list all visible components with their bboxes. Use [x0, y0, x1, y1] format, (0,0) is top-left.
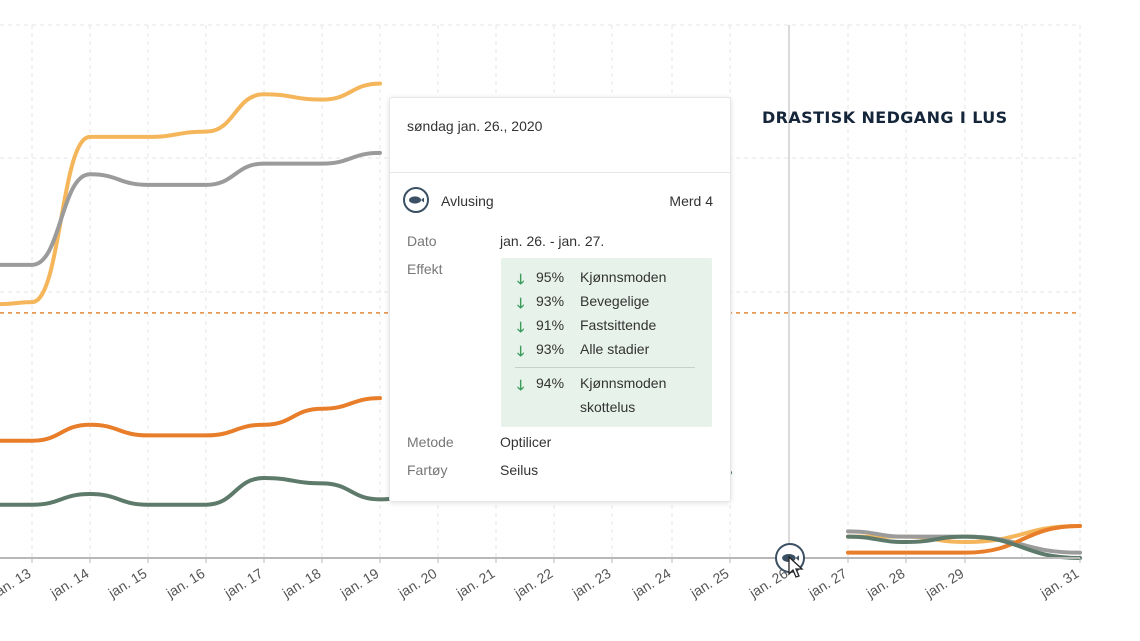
x-tick-label: jan. 13 — [0, 565, 34, 601]
fartoy-value: Seilus — [500, 462, 539, 478]
x-tick-label: jan. 23 — [569, 565, 614, 601]
effect-stage: Bevegelige — [580, 293, 650, 309]
effect-percent: 91% — [536, 317, 565, 333]
arrow-down-icon: 🡓 — [517, 295, 525, 311]
series-line — [846, 534, 1082, 560]
effect-stage-continued: skottelus — [580, 399, 636, 415]
delousing-icon — [403, 187, 429, 213]
x-tick-label: jan. 31 — [1037, 565, 1082, 601]
mouse-cursor-icon — [788, 556, 804, 578]
x-tick-labels: jan. 13 jan. 14 jan. 15 jan. 16 jan. 17 jan. … — [0, 565, 1082, 601]
fartoy-label: Fartøy — [407, 462, 448, 478]
event-name: Avlusing — [441, 193, 494, 209]
x-tick-label: jan. 22 — [511, 565, 556, 601]
effect-stage: Fastsittende — [580, 317, 657, 333]
x-tick-label: jan. 27 — [805, 565, 850, 601]
effect-box: 🡓 95% Kjønnsmoden 🡓 93% Bevegelige 🡓 91%… — [501, 258, 712, 427]
x-tick-label: jan. 21 — [453, 565, 498, 601]
arrow-down-icon: 🡓 — [517, 377, 525, 393]
arrow-down-icon: 🡓 — [517, 319, 525, 335]
x-tick-label: jan. 16 — [163, 565, 208, 601]
effekt-label: Effekt — [407, 261, 443, 277]
x-tick-label: jan. 25 — [687, 565, 732, 601]
x-tick-label: jan. 24 — [629, 565, 674, 601]
metode-label: Metode — [407, 434, 454, 450]
x-axis — [0, 25, 1081, 563]
series-line — [0, 150, 382, 267]
arrow-down-icon: 🡓 — [517, 343, 525, 359]
tooltip-divider — [390, 172, 730, 173]
x-tick-label: jan. 18 — [279, 565, 324, 601]
x-tick-label: jan. 15 — [105, 565, 150, 601]
series-line — [0, 396, 382, 443]
x-tick-label: jan. 14 — [47, 565, 92, 601]
x-tick-label: jan. 20 — [395, 565, 440, 601]
series-line — [846, 524, 1082, 555]
dato-label: Dato — [407, 233, 437, 249]
metode-value: Optilicer — [500, 434, 552, 450]
effect-percent: 93% — [536, 341, 565, 357]
effect-divider — [515, 367, 695, 368]
tooltip-date: søndag jan. 26., 2020 — [407, 118, 543, 134]
effect-percent: 94% — [536, 375, 565, 391]
x-tick-label: jan. 29 — [922, 565, 967, 601]
headline: DRASTISK NEDGANG I LUS — [762, 108, 1008, 127]
x-tick-label: jan. 28 — [863, 565, 908, 601]
event-tooltip: søndag jan. 26., 2020 Avlusing Merd 4 Da… — [389, 97, 731, 502]
x-tick-label: jan. 17 — [221, 565, 266, 601]
pen-name: Merd 4 — [669, 193, 713, 209]
effect-stage: Kjønnsmoden — [580, 375, 667, 391]
arrow-down-icon: 🡓 — [517, 271, 525, 287]
effect-percent: 95% — [536, 269, 565, 285]
x-tick-label: jan. 19 — [337, 565, 382, 601]
effect-percent: 93% — [536, 293, 565, 309]
effect-stage: Alle stadier — [580, 341, 650, 357]
effect-stage: Kjønnsmoden — [580, 269, 667, 285]
dato-value: jan. 26. - jan. 27. — [500, 233, 605, 249]
series-line — [0, 81, 382, 307]
